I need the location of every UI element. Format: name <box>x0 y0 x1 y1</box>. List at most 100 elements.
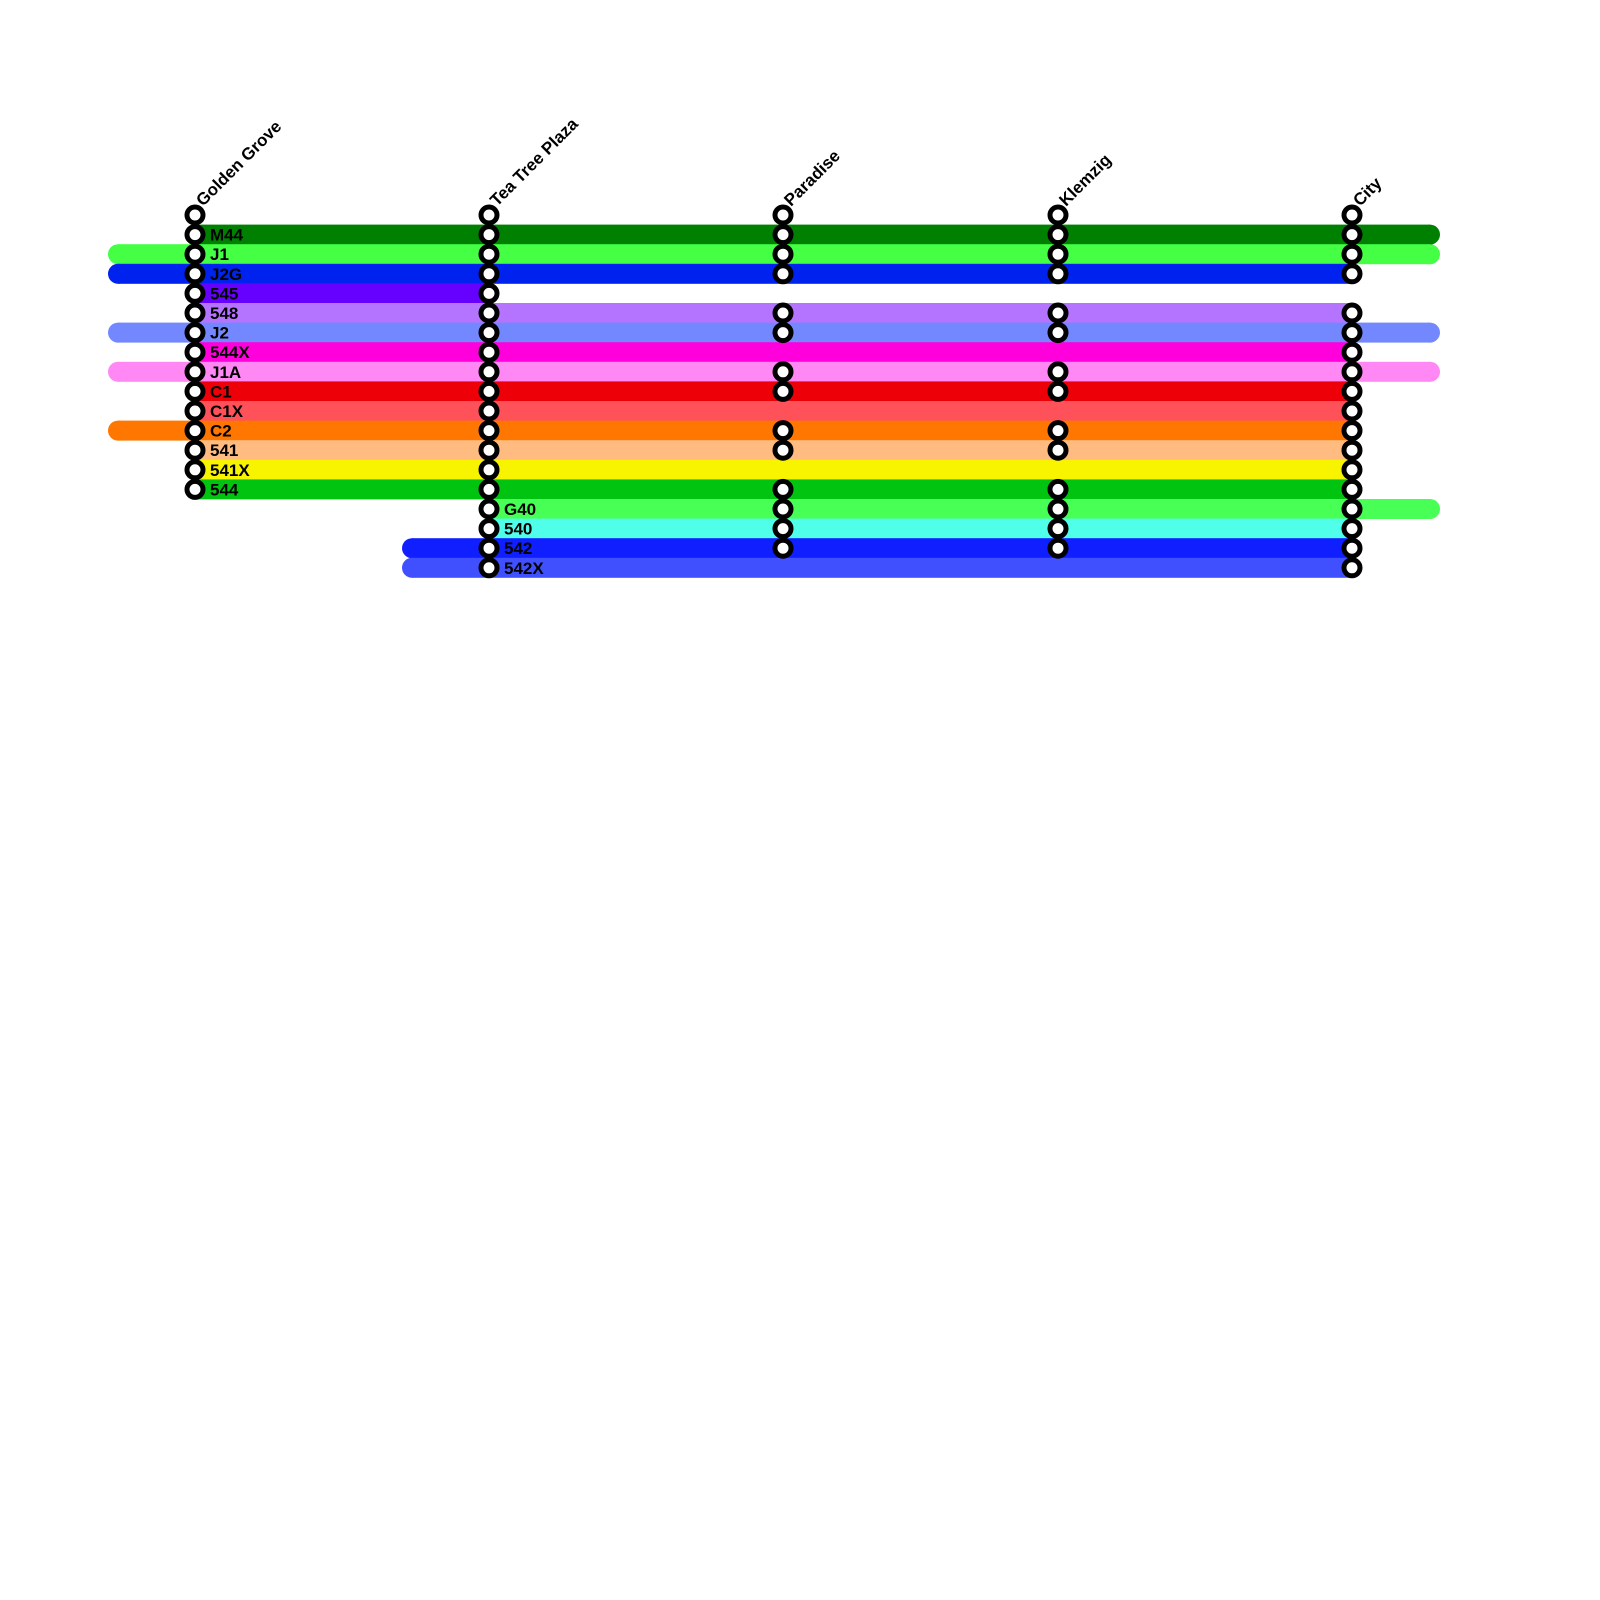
stop-marker[interactable] <box>184 204 206 226</box>
stop-marker[interactable] <box>772 263 794 285</box>
stop-marker[interactable] <box>478 498 500 520</box>
stop-marker[interactable] <box>1341 243 1363 265</box>
stop-marker[interactable] <box>1047 243 1069 265</box>
stop-marker[interactable] <box>184 243 206 265</box>
stop-marker[interactable] <box>478 518 500 540</box>
stop-marker[interactable] <box>478 263 500 285</box>
stop-marker[interactable] <box>184 282 206 304</box>
stop-marker[interactable] <box>1341 224 1363 246</box>
route-label: M44 <box>210 226 244 245</box>
stop-marker[interactable] <box>184 400 206 422</box>
stop-marker[interactable] <box>478 243 500 265</box>
stop-marker[interactable] <box>478 400 500 422</box>
stop-marker[interactable] <box>478 204 500 226</box>
route-line-G40[interactable] <box>489 499 1430 519</box>
stop-marker[interactable] <box>1341 263 1363 285</box>
stop-marker[interactable] <box>772 243 794 265</box>
route-line-540[interactable] <box>489 518 1352 539</box>
route-line-544X[interactable] <box>195 342 1352 363</box>
stop-marker[interactable] <box>1341 380 1363 402</box>
stop-marker[interactable] <box>1341 361 1363 383</box>
stop-marker[interactable] <box>1047 302 1069 324</box>
stop-marker[interactable] <box>478 537 500 559</box>
stop-marker[interactable] <box>1341 400 1363 422</box>
route-line-end <box>402 557 422 578</box>
stop-marker[interactable] <box>184 439 206 461</box>
stop-marker[interactable] <box>1341 322 1363 344</box>
stop-marker[interactable] <box>184 322 206 344</box>
stop-marker[interactable] <box>772 498 794 520</box>
stop-marker[interactable] <box>1341 557 1363 579</box>
stop-marker[interactable] <box>478 322 500 344</box>
stop-marker[interactable] <box>184 263 206 285</box>
route-label: 544 <box>210 480 239 499</box>
stop-marker[interactable] <box>1341 420 1363 442</box>
stop-marker[interactable] <box>1047 322 1069 344</box>
stop-marker[interactable] <box>772 420 794 442</box>
stop-marker[interactable] <box>1341 478 1363 500</box>
route-line-542[interactable] <box>412 538 1352 559</box>
route-line-545[interactable] <box>195 283 489 304</box>
stop-marker[interactable] <box>1047 380 1069 402</box>
stop-marker[interactable] <box>1047 439 1069 461</box>
stop-marker[interactable] <box>184 478 206 500</box>
stop-marker[interactable] <box>1341 537 1363 559</box>
stop-marker[interactable] <box>1047 224 1069 246</box>
stop-marker[interactable] <box>1341 302 1363 324</box>
stop-marker[interactable] <box>478 380 500 402</box>
route-line-542X[interactable] <box>412 557 1352 578</box>
stop-marker[interactable] <box>478 224 500 246</box>
stop-marker[interactable] <box>184 224 206 246</box>
stop-marker[interactable] <box>184 341 206 363</box>
route-line-M44[interactable] <box>195 224 1430 245</box>
stop-marker[interactable] <box>478 478 500 500</box>
stop-marker[interactable] <box>478 439 500 461</box>
stop-marker[interactable] <box>772 361 794 383</box>
stop-marker[interactable] <box>184 380 206 402</box>
stop-marker[interactable] <box>1047 263 1069 285</box>
stop-marker[interactable] <box>772 518 794 540</box>
stop-marker[interactable] <box>184 302 206 324</box>
route-line-end <box>1420 244 1440 265</box>
stop-marker[interactable] <box>478 420 500 442</box>
stop-marker[interactable] <box>1047 518 1069 540</box>
stop-marker[interactable] <box>1047 420 1069 442</box>
stop-marker[interactable] <box>1341 341 1363 363</box>
stop-marker[interactable] <box>772 439 794 461</box>
stop-marker[interactable] <box>772 224 794 246</box>
route-line-J2G[interactable] <box>118 263 1352 284</box>
stop-marker[interactable] <box>772 380 794 402</box>
stop-marker[interactable] <box>772 302 794 324</box>
station-labels: Golden Grove Tea Tree Plaza Paradise Klemzi… <box>192 114 1386 210</box>
stop-marker[interactable] <box>1047 204 1069 226</box>
stop-marker[interactable] <box>478 557 500 579</box>
stop-marker[interactable] <box>184 420 206 442</box>
stop-marker[interactable] <box>478 282 500 304</box>
stop-marker[interactable] <box>772 322 794 344</box>
route-label: J1 <box>210 245 229 264</box>
stop-marker[interactable] <box>478 341 500 363</box>
stop-marker[interactable] <box>478 459 500 481</box>
stop-marker[interactable] <box>1047 537 1069 559</box>
stop-marker[interactable] <box>478 361 500 383</box>
stop-marker[interactable] <box>1341 204 1363 226</box>
stop-marker[interactable] <box>1341 459 1363 481</box>
route-label: 541X <box>210 461 250 480</box>
stop-marker[interactable] <box>1341 498 1363 520</box>
stop-marker[interactable] <box>1047 361 1069 383</box>
station-label: Tea Tree Plaza <box>486 114 582 210</box>
stop-marker[interactable] <box>772 478 794 500</box>
route-line-end <box>402 538 422 559</box>
stop-marker[interactable] <box>772 537 794 559</box>
route-line-C1X[interactable] <box>195 401 1352 421</box>
route-line-541X[interactable] <box>195 459 1352 480</box>
stop-marker[interactable] <box>1341 518 1363 540</box>
stop-marker[interactable] <box>1047 498 1069 520</box>
stop-marker[interactable] <box>772 204 794 226</box>
stop-marker[interactable] <box>184 361 206 383</box>
stop-marker[interactable] <box>1047 478 1069 500</box>
stop-marker[interactable] <box>1341 439 1363 461</box>
stop-marker[interactable] <box>478 302 500 324</box>
stop-marker[interactable] <box>184 459 206 481</box>
route-line-C2[interactable] <box>118 420 1352 441</box>
